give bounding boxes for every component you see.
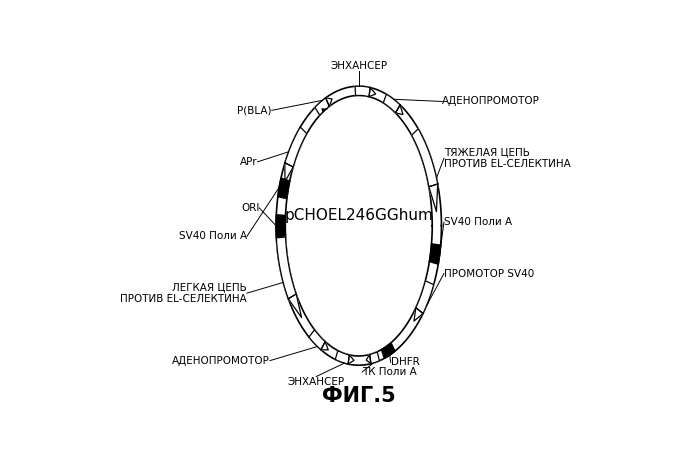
Text: АДЕНОПРОМОТОР: АДЕНОПРОМОТОР bbox=[442, 96, 540, 106]
Polygon shape bbox=[355, 86, 370, 97]
Polygon shape bbox=[395, 105, 403, 114]
Polygon shape bbox=[429, 244, 441, 264]
Text: SV40 Поли A: SV40 Поли A bbox=[444, 217, 512, 227]
Polygon shape bbox=[278, 178, 290, 199]
Polygon shape bbox=[370, 352, 379, 364]
Text: ORI: ORI bbox=[241, 203, 260, 213]
Polygon shape bbox=[315, 98, 329, 115]
Text: АДЕНОПРОМОТОР: АДЕНОПРОМОТОР bbox=[172, 355, 270, 366]
Polygon shape bbox=[412, 129, 438, 187]
Polygon shape bbox=[382, 343, 395, 358]
Polygon shape bbox=[276, 237, 296, 299]
Polygon shape bbox=[384, 94, 400, 113]
Polygon shape bbox=[414, 307, 423, 321]
Text: ЭНХАНСЕР: ЭНХАНСЕР bbox=[330, 61, 387, 71]
Polygon shape bbox=[369, 88, 376, 97]
Text: P(BLA): P(BLA) bbox=[237, 106, 272, 115]
Polygon shape bbox=[285, 163, 293, 182]
Polygon shape bbox=[309, 330, 326, 350]
Polygon shape bbox=[348, 355, 354, 364]
Polygon shape bbox=[288, 294, 302, 318]
Polygon shape bbox=[429, 184, 438, 212]
Polygon shape bbox=[335, 351, 349, 364]
Polygon shape bbox=[366, 355, 371, 364]
Text: DHFR: DHFR bbox=[391, 357, 419, 367]
Polygon shape bbox=[276, 215, 286, 236]
Text: APr: APr bbox=[240, 157, 258, 167]
Text: ПРОМОТОР SV40: ПРОМОТОР SV40 bbox=[444, 269, 534, 278]
Polygon shape bbox=[321, 342, 328, 350]
Text: ТК Поли А: ТК Поли А bbox=[363, 367, 417, 377]
Text: ЭНХАНСЕР: ЭНХАНСЕР bbox=[288, 377, 344, 387]
Text: ЛЕГКАЯ ЦЕПЬ
ПРОТИВ EL-СЕЛЕКТИНА: ЛЕГКАЯ ЦЕПЬ ПРОТИВ EL-СЕЛЕКТИНА bbox=[120, 282, 247, 304]
Polygon shape bbox=[416, 281, 434, 313]
Text: SV40 Поли A: SV40 Поли A bbox=[178, 231, 247, 242]
Text: ТЯЖЕЛАЯ ЦЕПЬ
ПРОТИВ EL-СЕЛЕКТИНА: ТЯЖЕЛАЯ ЦЕПЬ ПРОТИВ EL-СЕЛЕКТИНА bbox=[444, 148, 570, 169]
Text: pCHOEL246GGhum: pCHOEL246GGhum bbox=[284, 207, 433, 223]
Polygon shape bbox=[326, 98, 332, 106]
Polygon shape bbox=[285, 127, 307, 167]
Text: ФИГ.5: ФИГ.5 bbox=[322, 386, 395, 406]
